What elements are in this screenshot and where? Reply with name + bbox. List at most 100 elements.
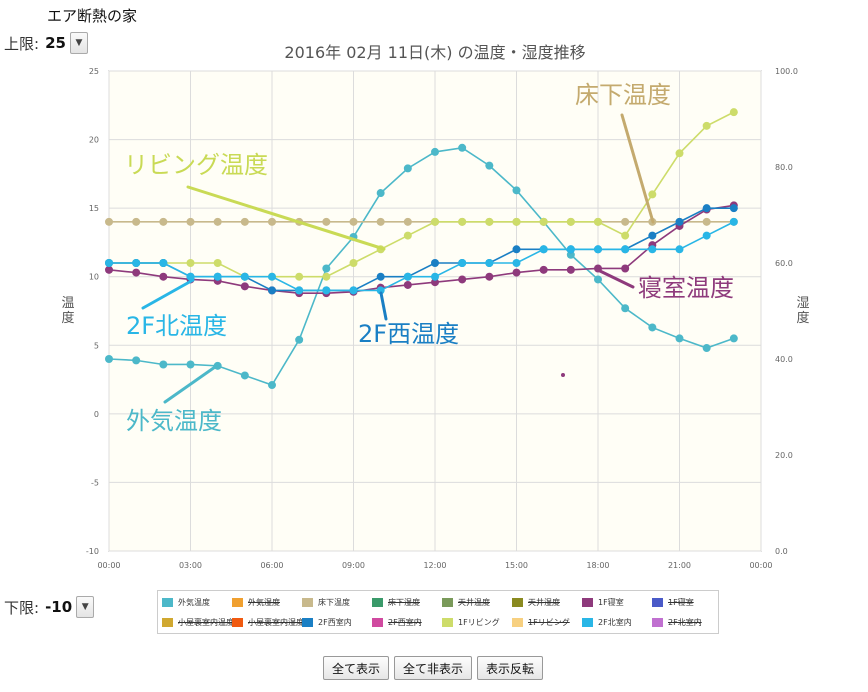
data-point bbox=[295, 272, 304, 281]
x-tick-label: 09:00 bbox=[342, 561, 365, 570]
data-point bbox=[240, 217, 249, 226]
invert-display-button[interactable]: 表示反転 bbox=[477, 656, 544, 680]
data-point bbox=[539, 217, 548, 226]
data-point bbox=[729, 108, 738, 117]
series-line bbox=[108, 146, 735, 387]
data-point bbox=[431, 259, 439, 267]
annotation-pointer bbox=[598, 269, 635, 289]
data-point bbox=[431, 217, 439, 226]
legend-swatch bbox=[232, 618, 243, 627]
upper-limit-control: 上限: 25 ▼ bbox=[4, 32, 88, 54]
data-point bbox=[485, 259, 494, 267]
chevron-down-icon[interactable]: ▼ bbox=[69, 32, 88, 54]
data-point bbox=[458, 143, 467, 152]
series-line bbox=[108, 204, 734, 294]
legend-item[interactable]: 1Fリビング bbox=[442, 617, 500, 628]
data-point bbox=[539, 265, 548, 274]
show-all-button[interactable]: 全て表示 bbox=[323, 656, 390, 680]
legend-label: 外気湿度 bbox=[248, 598, 280, 607]
temperature-chart: 2016年 02月 11日(木) の温度・湿度推移 -10 -5 0 5 10 15 20 25… bbox=[61, 43, 809, 570]
legend-item[interactable]: 床下湿度 bbox=[372, 597, 420, 608]
data-point bbox=[105, 265, 113, 274]
legend-item[interactable]: 2F北室内 bbox=[582, 617, 632, 628]
hide-all-button[interactable]: 全て非表示 bbox=[394, 656, 473, 680]
data-point bbox=[132, 356, 141, 365]
data-point bbox=[675, 217, 684, 226]
legend-item[interactable]: 2F西室内 bbox=[302, 617, 352, 628]
legend-item[interactable]: 小屋裏室内温度 bbox=[162, 617, 234, 628]
legend-item[interactable]: 天井湿度 bbox=[512, 597, 560, 608]
upper-limit-select[interactable]: 25 bbox=[42, 34, 69, 52]
legend-item[interactable]: 外気湿度 bbox=[232, 597, 280, 608]
legend-item[interactable]: 2F北室内 bbox=[652, 617, 702, 628]
legend-swatch bbox=[162, 618, 173, 627]
y-axis-label-char: 度 bbox=[61, 310, 74, 326]
legend-label: 1Fリビング bbox=[528, 618, 570, 627]
lower-limit-select[interactable]: -10 bbox=[42, 598, 76, 616]
x-tick-label: 00:00 bbox=[749, 561, 772, 570]
data-point bbox=[566, 217, 575, 226]
data-point bbox=[648, 323, 657, 332]
stray-marker bbox=[561, 373, 565, 377]
legend-item[interactable]: 1Fリビング bbox=[512, 617, 570, 628]
legend-item[interactable]: 1F寝室 bbox=[582, 597, 624, 608]
legend-swatch bbox=[582, 618, 593, 627]
annotation-pointer bbox=[620, 113, 655, 224]
data-point bbox=[186, 217, 195, 226]
annotation-label: 床下温度 bbox=[575, 81, 671, 109]
legend-item[interactable]: 小屋裏室内湿度 bbox=[232, 617, 304, 628]
y-tick-label: 0 bbox=[94, 410, 99, 419]
data-point bbox=[240, 371, 249, 380]
legend-label: 2F北室内 bbox=[598, 618, 632, 627]
data-point bbox=[213, 259, 222, 267]
data-point bbox=[240, 272, 249, 281]
annotation-pointer bbox=[186, 185, 386, 251]
data-point bbox=[648, 190, 657, 199]
legend-button-row: 全て表示 全て非表示 表示反転 bbox=[323, 656, 544, 680]
legend-swatch bbox=[652, 618, 663, 627]
legend-label: 小屋裏室内湿度 bbox=[248, 618, 304, 627]
annotation-pointer bbox=[141, 278, 195, 310]
legend-item[interactable]: 2F西室内 bbox=[372, 617, 422, 628]
legend-swatch bbox=[512, 618, 523, 627]
y-tick-label: 20 bbox=[89, 136, 99, 145]
chevron-down-icon[interactable]: ▼ bbox=[76, 596, 95, 618]
annotation-label: 2F北温度 bbox=[126, 312, 227, 340]
series-line bbox=[109, 221, 735, 292]
data-point bbox=[322, 272, 331, 281]
legend-item[interactable]: 外気温度 bbox=[162, 597, 210, 608]
legend-item[interactable]: 床下温度 bbox=[302, 597, 350, 608]
legend-label: 外気温度 bbox=[178, 598, 210, 607]
legend-label: 天井温度 bbox=[458, 598, 490, 607]
data-point bbox=[132, 259, 141, 267]
lower-limit-label: 下限: bbox=[4, 598, 40, 617]
lower-limit-control: 下限: -10 ▼ bbox=[4, 596, 95, 618]
data-point bbox=[403, 231, 412, 240]
data-point bbox=[240, 282, 249, 291]
data-point bbox=[159, 259, 168, 267]
data-point bbox=[322, 217, 331, 226]
annotation-label: 外気温度 bbox=[126, 407, 222, 435]
legend-item[interactable]: 1F寝室 bbox=[652, 597, 694, 608]
legend-item[interactable]: 天井温度 bbox=[442, 597, 490, 608]
data-point bbox=[403, 272, 412, 281]
y-tick-label: 5 bbox=[94, 341, 99, 350]
legend-label: 1F寝室 bbox=[668, 598, 694, 607]
data-point bbox=[376, 286, 385, 295]
y2-axis-label: 湿度 bbox=[796, 296, 809, 326]
data-point bbox=[729, 217, 738, 226]
data-point bbox=[702, 204, 711, 213]
data-point bbox=[702, 344, 711, 353]
y-axis-label-char: 温 bbox=[61, 296, 74, 311]
x-tick-label: 03:00 bbox=[179, 561, 202, 570]
data-point bbox=[458, 275, 467, 284]
data-point bbox=[159, 360, 168, 369]
data-point bbox=[132, 217, 141, 226]
legend-label: 2F北室内 bbox=[668, 618, 702, 627]
y-tick-label: 25 bbox=[89, 67, 99, 76]
legend-label: 1F寝室 bbox=[598, 598, 624, 607]
legend-swatch bbox=[302, 618, 313, 627]
data-point bbox=[132, 268, 141, 277]
x-tick-label: 18:00 bbox=[586, 561, 609, 570]
x-tick-label: 00:00 bbox=[97, 561, 120, 570]
